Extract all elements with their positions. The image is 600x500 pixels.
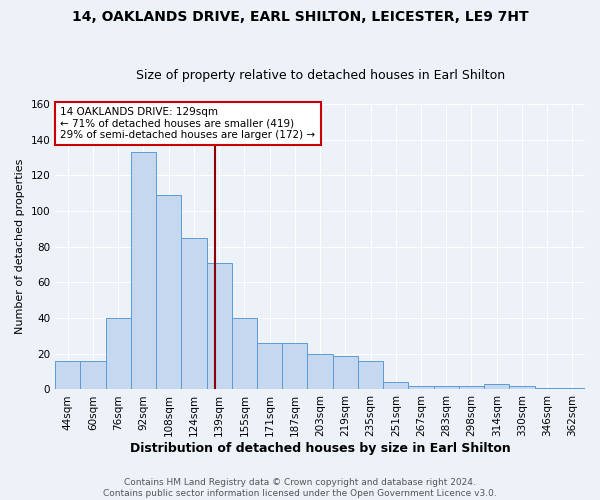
Bar (484, 384, 509, 390)
Bar (307, 354, 332, 390)
Bar (358, 361, 383, 390)
X-axis label: Distribution of detached houses by size in Earl Shilton: Distribution of detached houses by size … (130, 442, 511, 455)
Bar (80, 361, 106, 390)
Bar (232, 318, 257, 390)
Y-axis label: Number of detached properties: Number of detached properties (15, 159, 25, 334)
Bar (131, 152, 156, 390)
Text: 14, OAKLANDS DRIVE, EARL SHILTON, LEICESTER, LE9 7HT: 14, OAKLANDS DRIVE, EARL SHILTON, LEICES… (71, 10, 529, 24)
Bar (535, 388, 560, 390)
Bar (332, 356, 358, 390)
Bar (560, 388, 585, 390)
Bar (106, 318, 131, 390)
Bar (459, 386, 484, 390)
Text: 14 OAKLANDS DRIVE: 129sqm
← 71% of detached houses are smaller (419)
29% of semi: 14 OAKLANDS DRIVE: 129sqm ← 71% of detac… (61, 107, 316, 140)
Bar (434, 386, 459, 390)
Bar (383, 382, 409, 390)
Bar (206, 263, 232, 390)
Bar (181, 238, 206, 390)
Bar (509, 386, 535, 390)
Bar (257, 343, 282, 390)
Title: Size of property relative to detached houses in Earl Shilton: Size of property relative to detached ho… (136, 69, 505, 82)
Bar (409, 386, 434, 390)
Text: Contains HM Land Registry data © Crown copyright and database right 2024.
Contai: Contains HM Land Registry data © Crown c… (103, 478, 497, 498)
Bar (55, 361, 80, 390)
Bar (282, 343, 307, 390)
Bar (156, 195, 181, 390)
